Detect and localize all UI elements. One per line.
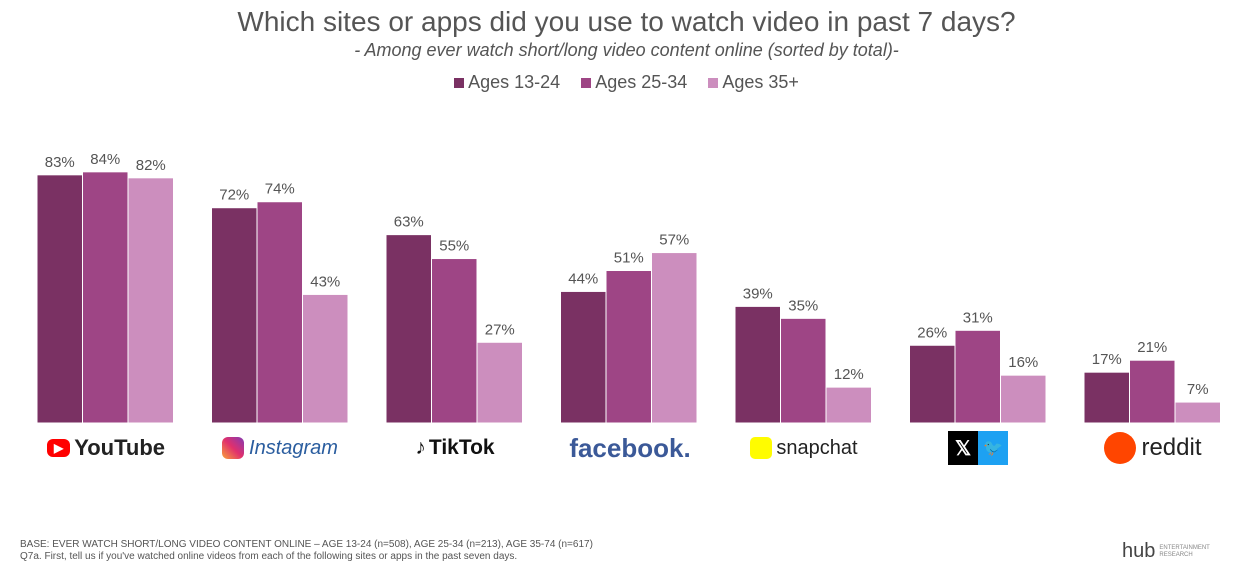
data-label: 74% — [265, 181, 295, 198]
legend-item: Ages 13-24 — [454, 72, 560, 93]
data-label: 43% — [310, 273, 340, 290]
data-label: 16% — [1008, 354, 1038, 371]
bar — [256, 201, 303, 424]
data-label: 51% — [614, 250, 644, 267]
bar — [780, 317, 827, 424]
legend-item: Ages 35+ — [708, 72, 799, 93]
bar — [734, 305, 781, 424]
bar — [954, 329, 1001, 424]
x-twitter-logo: 𝕏 🐦 — [898, 430, 1058, 466]
bar — [651, 252, 698, 424]
legend-item: Ages 25-34 — [581, 72, 687, 93]
bar — [431, 258, 478, 424]
data-label: 35% — [788, 297, 818, 314]
bar — [476, 341, 523, 424]
bar — [560, 290, 607, 424]
legend-label: Ages 35+ — [722, 72, 799, 92]
data-label: 7% — [1187, 381, 1209, 398]
reddit-logo: reddit — [1073, 430, 1233, 466]
instagram-logo: Instagram — [200, 430, 360, 466]
chart-subtitle: - Among ever watch short/long video cont… — [354, 40, 899, 60]
chart-title: Which sites or apps did you use to watch… — [237, 6, 1016, 37]
bar — [127, 177, 174, 424]
data-label: 57% — [659, 232, 689, 249]
footnote-base: BASE: EVER WATCH SHORT/LONG VIDEO CONTEN… — [20, 539, 593, 550]
footnote-question: Q7a. First, tell us if you've watched on… — [20, 551, 518, 562]
hub-logo: hub ENTERTAINMENT RESEARCH — [1122, 540, 1210, 562]
data-label: 44% — [568, 270, 598, 287]
data-label: 26% — [917, 324, 947, 341]
data-label: 72% — [219, 187, 249, 204]
bar — [605, 270, 652, 424]
bar — [1174, 401, 1221, 424]
bar — [82, 171, 129, 424]
facebook-logo: facebook. — [569, 432, 691, 463]
data-label: 63% — [394, 214, 424, 231]
bar — [1083, 371, 1130, 424]
bar — [36, 174, 83, 424]
legend-label: Ages 25-34 — [595, 72, 688, 92]
data-label: 83% — [45, 154, 75, 171]
youtube-logo: ▶ YouTube — [26, 430, 186, 466]
data-label: 55% — [439, 238, 469, 255]
data-label: 82% — [136, 157, 166, 174]
data-label: 39% — [743, 285, 773, 302]
bar — [385, 234, 432, 424]
bar — [825, 386, 872, 424]
data-label: 21% — [1137, 339, 1167, 356]
data-label: 17% — [1092, 351, 1122, 368]
snapchat-logo: snapchat — [724, 430, 884, 466]
legend: Ages 13-24 Ages 25-34 Ages 35+ — [0, 72, 1253, 93]
bar — [1129, 359, 1176, 424]
data-label: 12% — [834, 366, 864, 383]
bar — [1000, 374, 1047, 424]
bar — [302, 293, 349, 424]
data-label: 84% — [90, 151, 120, 168]
tiktok-logo: ♪ TikTok — [415, 436, 495, 459]
data-label: 27% — [485, 321, 515, 338]
legend-label: Ages 13-24 — [468, 72, 561, 92]
bar — [909, 344, 956, 424]
data-label: 31% — [963, 309, 993, 326]
bar — [211, 207, 258, 424]
